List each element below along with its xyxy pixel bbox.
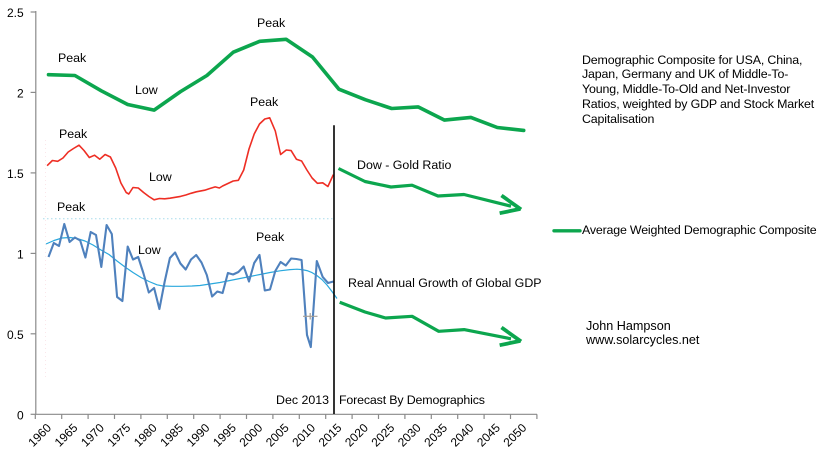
svg-text:2050: 2050: [501, 420, 530, 449]
svg-text:1: 1: [17, 247, 24, 261]
svg-text:1970: 1970: [78, 420, 107, 449]
svg-text:2005: 2005: [263, 420, 292, 449]
svg-text:2010: 2010: [289, 420, 318, 449]
svg-text:1975: 1975: [105, 420, 134, 449]
svg-text:2040: 2040: [448, 420, 477, 449]
svg-text:2025: 2025: [369, 420, 398, 449]
svg-text:2020: 2020: [342, 420, 371, 449]
svg-text:2.5: 2.5: [7, 6, 24, 20]
svg-text:2000: 2000: [237, 420, 266, 449]
svg-text:1990: 1990: [184, 420, 213, 449]
svg-text:1980: 1980: [131, 420, 160, 449]
svg-text:2015: 2015: [316, 420, 345, 449]
svg-text:2: 2: [17, 86, 24, 100]
svg-text:2030: 2030: [395, 420, 424, 449]
svg-text:2045: 2045: [474, 420, 503, 449]
svg-text:0.5: 0.5: [7, 328, 24, 342]
svg-text:1.5: 1.5: [7, 167, 24, 181]
svg-text:0: 0: [17, 408, 24, 422]
svg-text:1960: 1960: [25, 420, 54, 449]
svg-text:1965: 1965: [52, 420, 81, 449]
svg-text:2035: 2035: [421, 420, 450, 449]
svg-text:1985: 1985: [157, 420, 186, 449]
svg-text:1995: 1995: [210, 420, 239, 449]
